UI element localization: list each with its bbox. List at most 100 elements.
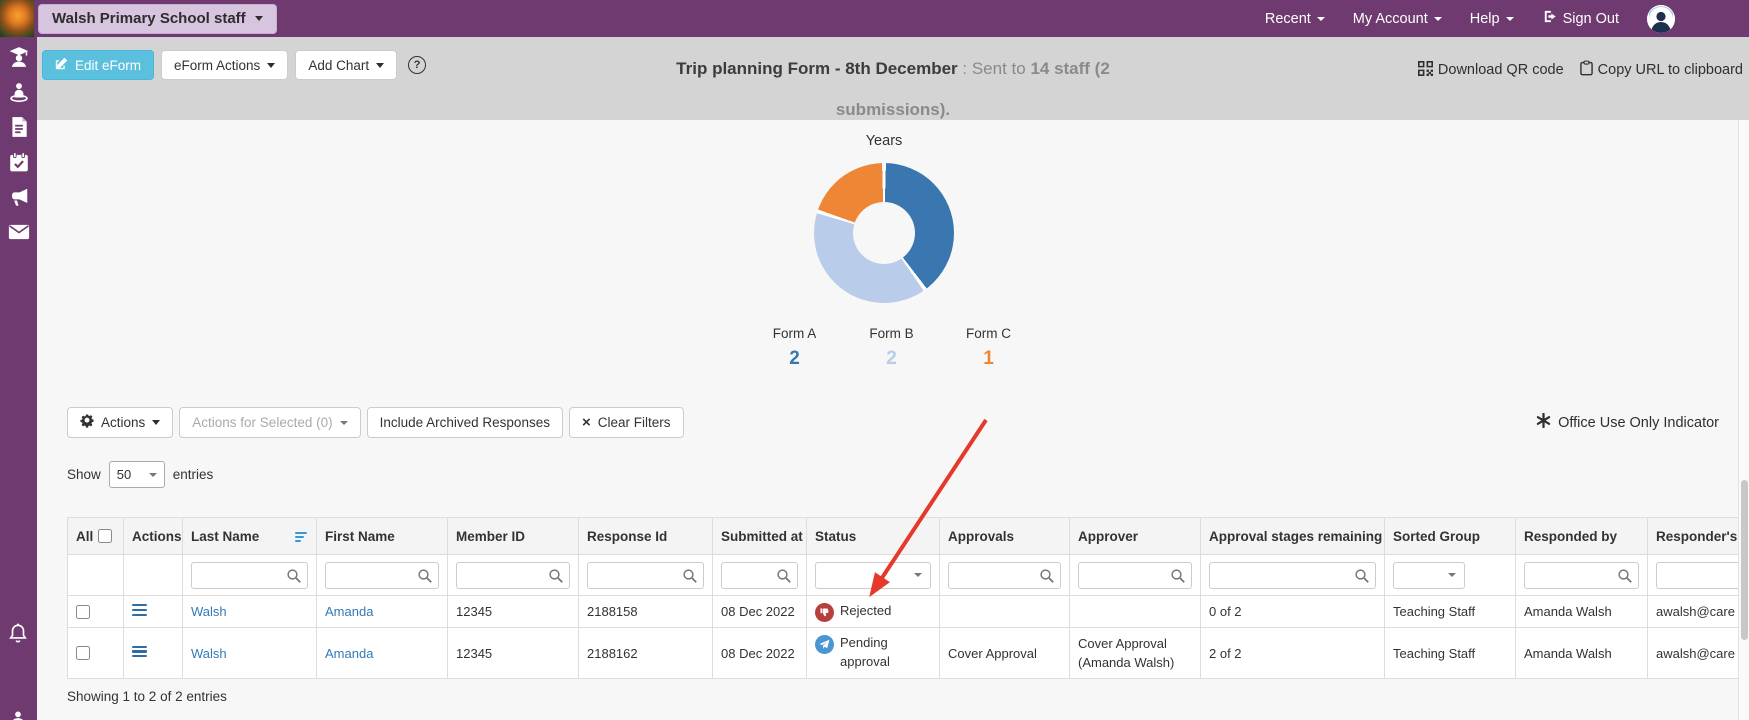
- chart-legend: Form A 2 Form B 2 Form C 1: [746, 326, 1037, 370]
- row-actions-menu-icon[interactable]: [132, 602, 147, 619]
- partial-bottom-icon[interactable]: [7, 710, 29, 720]
- filter-last-name[interactable]: [191, 561, 308, 589]
- filter-submitted-at[interactable]: [721, 561, 798, 589]
- office-use-indicator: Office Use Only Indicator: [1536, 412, 1719, 432]
- actions-for-selected-dropdown[interactable]: Actions for Selected (0): [179, 407, 361, 438]
- chevron-down-icon: [914, 573, 922, 577]
- add-chart-dropdown[interactable]: Add Chart: [295, 50, 398, 80]
- col-actions[interactable]: Actions: [123, 517, 183, 555]
- calendar-check-icon[interactable]: [8, 151, 30, 173]
- table-row: Walsh Amanda 12345 2188162 08 Dec 2022 P…: [67, 627, 1738, 679]
- sort-icon: [295, 532, 307, 544]
- donut-chart[interactable]: [814, 163, 954, 303]
- download-qr-link[interactable]: Download QR code: [1417, 60, 1564, 80]
- table-row: Walsh Amanda 12345 2188158 08 Dec 2022 R…: [67, 595, 1738, 628]
- length-control: Show 50 entries: [67, 461, 213, 488]
- chevron-down-icon: [376, 62, 385, 68]
- eform-header-band: Edit eForm eForm Actions Add Chart ? Tri…: [37, 37, 1749, 120]
- col-all[interactable]: All: [67, 517, 124, 555]
- asterisk-icon: [1536, 412, 1551, 432]
- filter-sorted-group-select[interactable]: [1393, 561, 1465, 589]
- document-icon[interactable]: [8, 116, 30, 138]
- nav-sign-out[interactable]: Sign Out: [1542, 9, 1619, 28]
- row-actions-menu-icon[interactable]: [132, 643, 147, 660]
- col-approval-stages[interactable]: Approval stages remaining: [1200, 517, 1385, 555]
- col-member-id[interactable]: Member ID: [447, 517, 579, 555]
- graduate-pupil-icon[interactable]: [8, 46, 30, 68]
- filter-member-id[interactable]: [456, 561, 570, 589]
- sidebar: [0, 37, 37, 720]
- table-toolbar: Actions Actions for Selected (0) Include…: [67, 407, 1719, 438]
- last-name-link[interactable]: Walsh: [191, 604, 227, 619]
- chart-title: Years: [865, 133, 903, 149]
- col-first-name[interactable]: First Name: [316, 517, 448, 555]
- filter-responder-email[interactable]: [1656, 561, 1738, 589]
- col-response-id[interactable]: Response Id: [578, 517, 713, 555]
- chevron-down-icon: [1433, 16, 1442, 21]
- col-approver[interactable]: Approver: [1069, 517, 1201, 555]
- gear-icon: [80, 414, 94, 431]
- school-selector-label: Walsh Primary School staff: [52, 10, 246, 27]
- col-responded-by[interactable]: Responded by: [1515, 517, 1648, 555]
- edit-eform-button[interactable]: Edit eForm: [42, 50, 155, 80]
- col-approvals[interactable]: Approvals: [939, 517, 1070, 555]
- qr-code-icon: [1417, 60, 1433, 80]
- chevron-down-icon: [254, 16, 263, 21]
- chevron-down-icon: [1316, 16, 1325, 21]
- paper-plane-icon: [815, 635, 834, 655]
- person-halo-icon[interactable]: [8, 81, 30, 103]
- filter-response-id[interactable]: [587, 561, 704, 589]
- bell-icon[interactable]: [7, 622, 29, 644]
- page-length-select[interactable]: 50: [108, 461, 165, 488]
- table-summary: Showing 1 to 2 of 2 entries: [67, 689, 227, 704]
- eform-actions-dropdown[interactable]: eForm Actions: [161, 50, 289, 80]
- help-icon[interactable]: ?: [408, 56, 427, 74]
- user-avatar[interactable]: [1647, 4, 1675, 33]
- megaphone-icon[interactable]: [8, 186, 30, 208]
- filter-approval-stages[interactable]: [1209, 561, 1376, 589]
- responses-table-wrap: All Actions Last Name First Name Member …: [67, 517, 1738, 679]
- nav-my-account[interactable]: My Account: [1353, 11, 1442, 27]
- nav-help[interactable]: Help: [1470, 11, 1514, 27]
- nav-recent[interactable]: Recent: [1265, 11, 1325, 27]
- legend-item-form-c[interactable]: Form C 1: [966, 326, 1011, 369]
- row-checkbox[interactable]: [76, 604, 90, 619]
- filter-status-select[interactable]: [815, 561, 931, 589]
- copy-url-link[interactable]: Copy URL to clipboard: [1579, 60, 1743, 80]
- scrollbar-thumb[interactable]: [1741, 480, 1748, 640]
- edit-pencil-icon: [55, 57, 68, 73]
- col-sorted-group[interactable]: Sorted Group: [1384, 517, 1516, 555]
- school-logo-image: [0, 0, 34, 37]
- chevron-down-icon: [267, 62, 276, 68]
- actions-dropdown[interactable]: Actions: [67, 407, 174, 438]
- first-name-link[interactable]: Amanda: [325, 604, 374, 619]
- col-status[interactable]: Status: [806, 517, 940, 555]
- last-name-link[interactable]: Walsh: [191, 645, 227, 661]
- legend-item-form-a[interactable]: Form A 2: [772, 326, 817, 369]
- vertical-scrollbar[interactable]: [1738, 120, 1749, 720]
- filter-approver[interactable]: [1078, 561, 1192, 589]
- legend-item-form-b[interactable]: Form B 2: [869, 326, 914, 369]
- filter-first-name[interactable]: [325, 561, 439, 589]
- thumbs-down-icon: [815, 602, 834, 622]
- col-last-name[interactable]: Last Name: [182, 517, 317, 555]
- row-checkbox[interactable]: [76, 646, 90, 660]
- chevron-down-icon: [148, 472, 157, 477]
- chevron-down-icon: [1448, 573, 1456, 577]
- school-selector-dropdown[interactable]: Walsh Primary School staff: [38, 3, 277, 34]
- filter-responded-by[interactable]: [1524, 561, 1639, 589]
- select-all-checkbox[interactable]: [98, 529, 113, 543]
- responses-table: All Actions Last Name First Name Member …: [67, 517, 1738, 679]
- clipboard-icon: [1579, 60, 1593, 80]
- envelope-icon[interactable]: [8, 221, 30, 243]
- include-archived-button[interactable]: Include Archived Responses: [366, 407, 563, 438]
- chevron-down-icon: [152, 420, 161, 425]
- col-responder-email[interactable]: Responder's: [1647, 517, 1738, 555]
- clear-filters-button[interactable]: × Clear Filters: [568, 407, 684, 438]
- col-submitted-at[interactable]: Submitted at: [712, 517, 807, 555]
- chevron-down-icon: [339, 420, 348, 425]
- first-name-link[interactable]: Amanda: [325, 645, 374, 661]
- filter-approvals[interactable]: [948, 561, 1061, 589]
- page-title: Trip planning Form - 8th December : Sent…: [676, 59, 1110, 119]
- donut-hole: [853, 202, 915, 264]
